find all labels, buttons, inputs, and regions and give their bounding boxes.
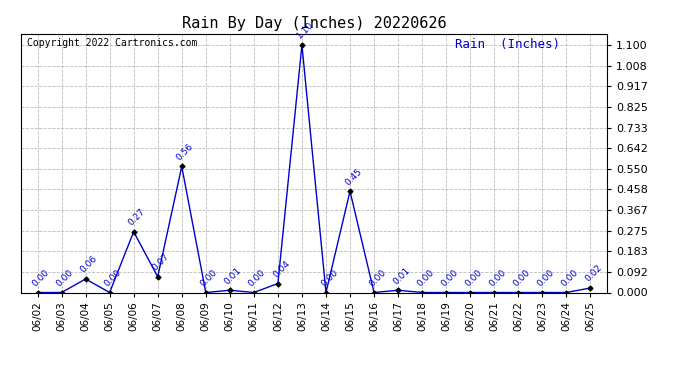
Point — [32, 290, 43, 296]
Text: 0.00: 0.00 — [487, 268, 508, 288]
Point — [513, 290, 524, 296]
Point — [273, 280, 284, 286]
Point — [152, 274, 164, 280]
Point — [176, 164, 187, 170]
Point — [489, 290, 500, 296]
Text: 0.00: 0.00 — [247, 268, 268, 288]
Point — [128, 229, 139, 235]
Text: 0.00: 0.00 — [199, 268, 219, 288]
Point — [56, 290, 67, 296]
Text: 0.01: 0.01 — [391, 266, 412, 286]
Text: 0.00: 0.00 — [440, 268, 460, 288]
Text: 0.00: 0.00 — [55, 268, 75, 288]
Text: 0.00: 0.00 — [511, 268, 532, 288]
Text: 0.00: 0.00 — [535, 268, 556, 288]
Text: 0.00: 0.00 — [415, 268, 436, 288]
Text: 0.00: 0.00 — [103, 268, 124, 288]
Text: 0.00: 0.00 — [367, 268, 388, 288]
Text: 0.06: 0.06 — [79, 254, 99, 275]
Point — [561, 290, 572, 296]
Point — [585, 285, 596, 291]
Text: 0.00: 0.00 — [560, 268, 580, 288]
Point — [320, 290, 331, 296]
Point — [297, 42, 308, 48]
Point — [104, 290, 115, 296]
Point — [441, 290, 452, 296]
Point — [80, 276, 91, 282]
Text: 0.27: 0.27 — [127, 207, 147, 228]
Text: 0.00: 0.00 — [463, 268, 484, 288]
Text: 0.45: 0.45 — [343, 166, 364, 187]
Point — [344, 188, 355, 194]
Point — [224, 287, 235, 293]
Point — [464, 290, 475, 296]
Text: Copyright 2022 Cartronics.com: Copyright 2022 Cartronics.com — [26, 38, 197, 48]
Point — [417, 290, 428, 296]
Point — [368, 290, 380, 296]
Point — [248, 290, 259, 296]
Text: 0.02: 0.02 — [584, 263, 604, 284]
Text: Rain  (Inches): Rain (Inches) — [455, 38, 560, 51]
Text: 0.00: 0.00 — [30, 268, 51, 288]
Title: Rain By Day (Inches) 20220626: Rain By Day (Inches) 20220626 — [181, 16, 446, 31]
Text: 1.10: 1.10 — [295, 20, 315, 41]
Text: 0.56: 0.56 — [175, 142, 195, 162]
Text: 0.07: 0.07 — [151, 252, 171, 273]
Text: 0.04: 0.04 — [271, 259, 291, 279]
Point — [200, 290, 211, 296]
Point — [537, 290, 548, 296]
Text: 0.00: 0.00 — [319, 268, 339, 288]
Text: 0.01: 0.01 — [223, 266, 244, 286]
Point — [393, 287, 404, 293]
